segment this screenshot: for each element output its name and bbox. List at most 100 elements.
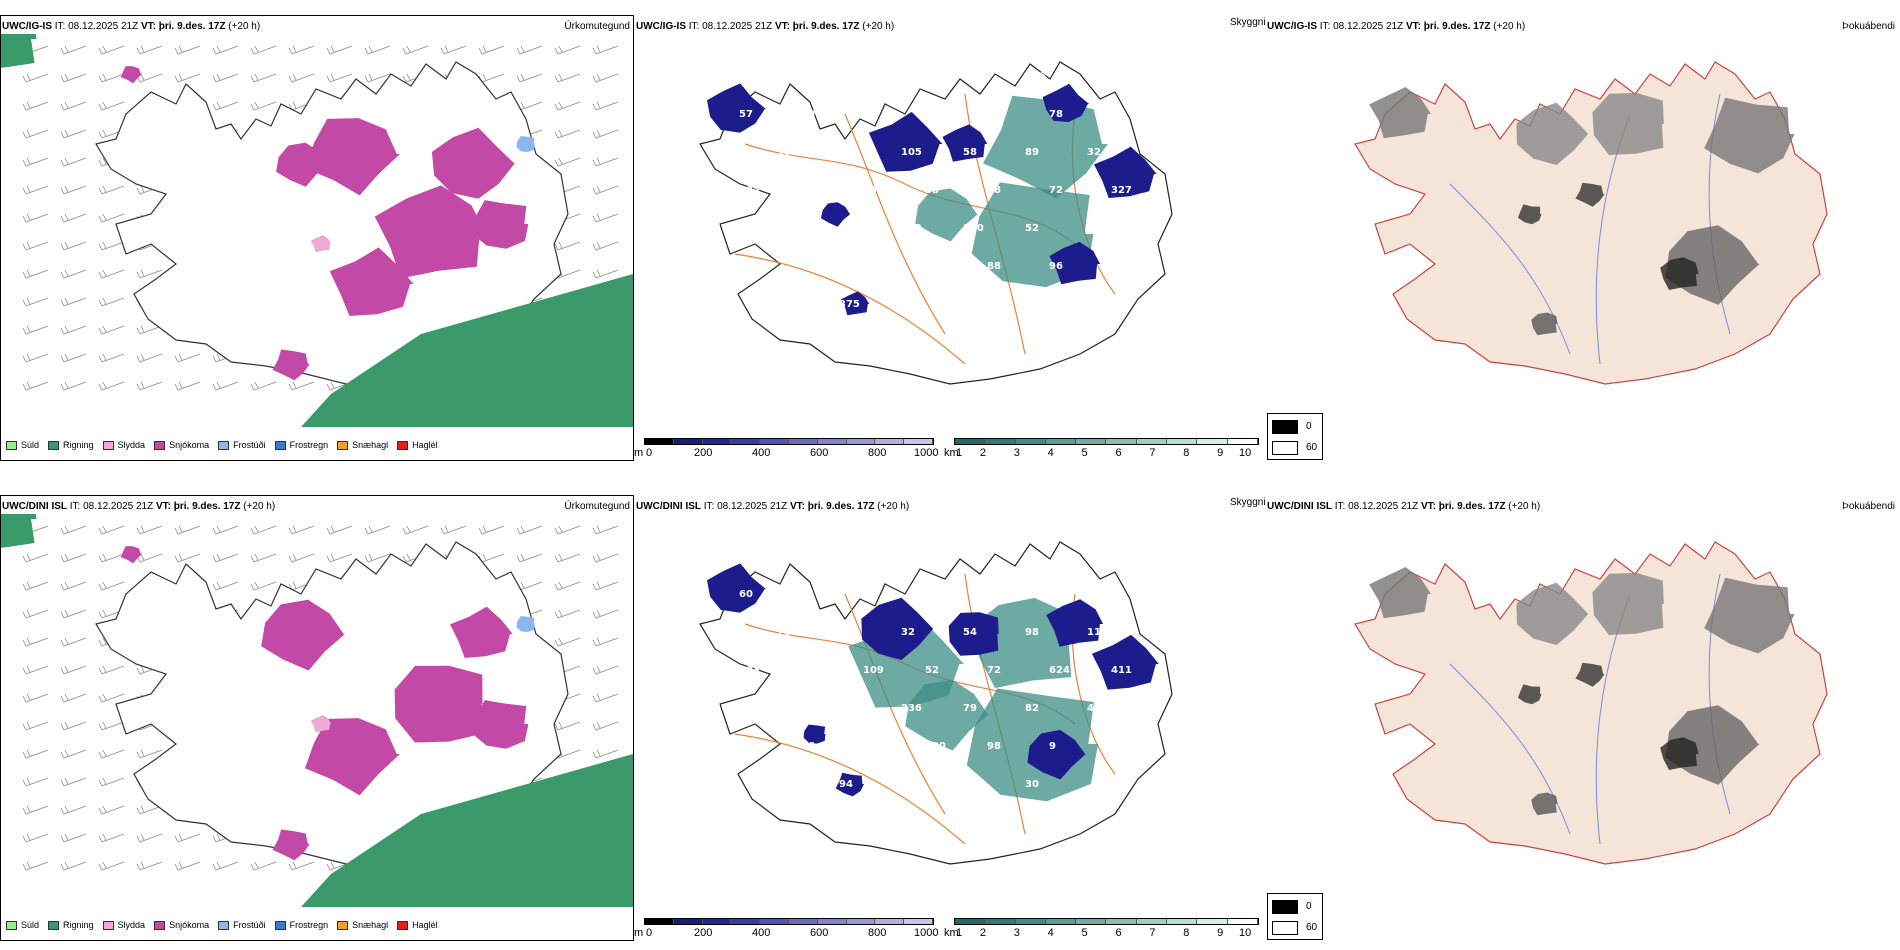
wind-barb bbox=[592, 213, 619, 223]
low-visibility-area bbox=[983, 95, 1108, 199]
tick-label: 600 bbox=[810, 447, 829, 459]
wind-barb bbox=[60, 553, 87, 563]
cloud-base-label: 52 bbox=[925, 665, 939, 676]
wind-barb bbox=[98, 185, 125, 195]
legend-item: Súld bbox=[6, 440, 39, 450]
colorbar-bin bbox=[985, 919, 1016, 924]
fog-indicator-area bbox=[1592, 92, 1664, 155]
legend-swatch bbox=[102, 920, 114, 930]
fog-indicator-area bbox=[1592, 572, 1664, 635]
wind-barb bbox=[250, 101, 277, 111]
wind-barb bbox=[554, 157, 581, 167]
river bbox=[1449, 183, 1571, 355]
wind-barb bbox=[98, 381, 125, 391]
row-2: UWC/DINI ISL IT: 08.12.2025 21Z VT: þri.… bbox=[0, 480, 1900, 950]
fog-map-2 bbox=[1354, 541, 1828, 865]
it-label: IT: bbox=[54, 21, 66, 32]
wind-barb bbox=[22, 381, 49, 391]
wind-barb bbox=[554, 73, 581, 83]
legend-swatch bbox=[218, 920, 230, 930]
wind-barb bbox=[60, 861, 87, 871]
legend-item: Slydda bbox=[102, 440, 145, 450]
legend-label: Frostregn bbox=[289, 440, 329, 450]
wind-barb bbox=[554, 637, 581, 647]
wind-barb bbox=[98, 777, 125, 787]
wind-barb bbox=[98, 241, 125, 251]
wind-barb bbox=[60, 609, 87, 619]
wind-barb bbox=[554, 581, 581, 591]
legend-label: Snjókoma bbox=[169, 440, 210, 450]
snow-area bbox=[471, 700, 529, 749]
precip-layer bbox=[1, 514, 633, 907]
wind-barb bbox=[212, 45, 239, 55]
low-cloud-area bbox=[835, 772, 864, 797]
colorbar-bin bbox=[702, 439, 732, 444]
wind-barb bbox=[60, 297, 87, 307]
cloud-base-label: 42 bbox=[1087, 703, 1101, 714]
tick-label: 1000 bbox=[914, 447, 939, 459]
cloud-header-2: UWC/DINI ISL IT: 08.12.2025 21Z VT: þri.… bbox=[636, 501, 909, 513]
lead-time: (+20 h) bbox=[1493, 21, 1526, 32]
tick-label: 3 bbox=[1013, 447, 1020, 459]
precip-header-1: UWC/IG-IS IT: 08.12.2025 21Z VT: þri. 9.… bbox=[2, 21, 260, 33]
tick-label: 6 bbox=[1115, 447, 1122, 459]
colorbar-bin bbox=[817, 919, 847, 924]
cloud-base-label: 32 bbox=[1087, 147, 1101, 158]
wind-barb bbox=[22, 213, 49, 223]
wind-barb bbox=[98, 353, 125, 363]
colorbar-bin bbox=[645, 439, 674, 444]
cloud-base-label: 54 bbox=[901, 71, 915, 82]
tick-label: 1 bbox=[956, 927, 963, 939]
cloud-base-label: 70 bbox=[777, 627, 791, 638]
wind-barb bbox=[60, 777, 87, 787]
wind-barb bbox=[98, 525, 125, 535]
snow-area bbox=[261, 599, 345, 671]
legend-label: Súld bbox=[21, 440, 40, 450]
legend-swatch bbox=[154, 440, 166, 450]
fog-layer bbox=[1354, 61, 1828, 385]
tick-label: 400 bbox=[752, 927, 771, 939]
colorbar-bin bbox=[955, 439, 986, 444]
wind-barb bbox=[60, 129, 87, 139]
wind-barb bbox=[554, 45, 581, 55]
colorbar-bin bbox=[731, 919, 761, 924]
cloud-base-label: 98 bbox=[987, 741, 1001, 752]
cloud-base-label: 494 bbox=[863, 185, 884, 196]
cloud-title-1: Skyggni bbox=[1230, 17, 1266, 28]
wind-barb bbox=[288, 525, 315, 535]
cloud-base-label: 81 bbox=[1087, 223, 1101, 234]
fog-title-2: Þokuábendi bbox=[1842, 501, 1895, 512]
wind-barb bbox=[174, 381, 201, 391]
legend-swatch bbox=[6, 440, 17, 450]
tick-label: 200 bbox=[694, 927, 713, 939]
wind-barb bbox=[22, 777, 49, 787]
cloud-base-label: 159 bbox=[839, 147, 860, 158]
fog-title-1: Þokuábendi bbox=[1842, 21, 1895, 32]
legend-item: Rigning bbox=[48, 440, 94, 450]
wind-barb bbox=[22, 325, 49, 335]
wind-barb bbox=[98, 213, 125, 223]
colorbar-bin bbox=[788, 439, 818, 444]
wind-barb bbox=[326, 525, 353, 535]
tick-label: 4 bbox=[1047, 927, 1054, 939]
sleet-area bbox=[310, 235, 332, 253]
fog-indicator-area bbox=[1704, 97, 1795, 174]
lead-time: (+20 h) bbox=[1508, 501, 1541, 512]
wind-barb bbox=[22, 157, 49, 167]
cloud-base-label: 236 bbox=[901, 703, 922, 714]
colorbar-bin bbox=[1106, 439, 1137, 444]
cloud-base-label: 138 bbox=[715, 223, 736, 234]
vt-value: þri. 9.des. 17Z bbox=[158, 21, 226, 32]
wind-barb bbox=[516, 73, 543, 83]
legend-label: Súld bbox=[21, 920, 40, 930]
wind-barb bbox=[98, 297, 125, 307]
wind-barb bbox=[98, 805, 125, 815]
cloud-base-label: 375 bbox=[839, 299, 860, 310]
cloud-base-label: 469 bbox=[901, 223, 922, 234]
model-name: UWC/IG-IS bbox=[1267, 21, 1317, 32]
tick-label: 9 bbox=[1217, 927, 1224, 939]
wind-barb bbox=[554, 609, 581, 619]
fog-swatch bbox=[1272, 420, 1298, 434]
cloud-base-label: 52 bbox=[1025, 223, 1039, 234]
cloud-base-label: 444 bbox=[1025, 299, 1046, 310]
